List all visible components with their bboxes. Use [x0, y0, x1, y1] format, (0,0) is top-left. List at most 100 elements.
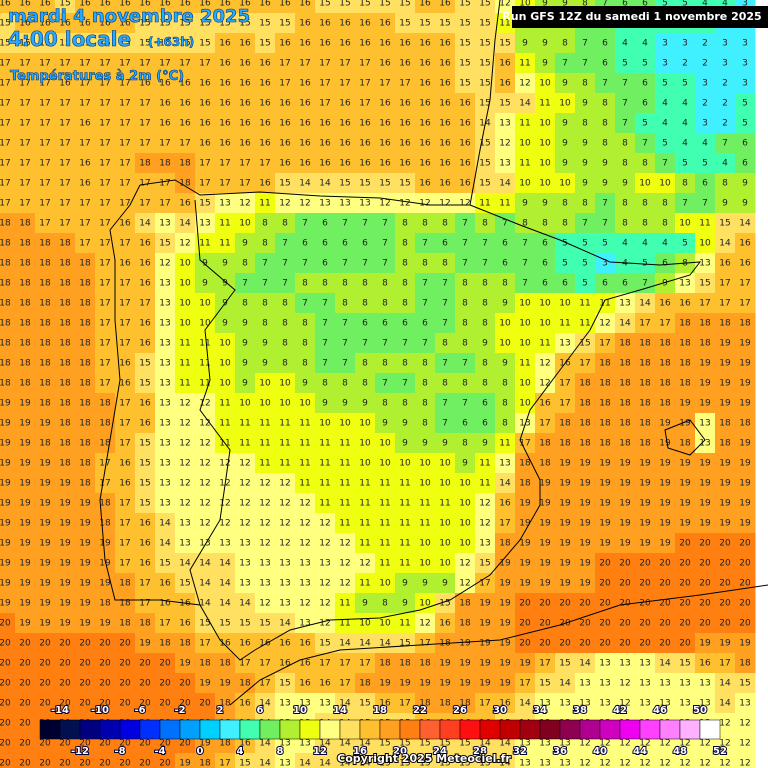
value: 17: [339, 679, 350, 689]
value: 12: [279, 539, 290, 549]
value: 16: [739, 239, 751, 249]
cell: [395, 593, 416, 614]
cell: [635, 413, 656, 434]
value: 18: [19, 219, 31, 229]
value: 14: [719, 699, 731, 709]
value: 18: [59, 379, 71, 389]
value: 12: [319, 579, 330, 589]
cell: [15, 153, 36, 174]
value: 19: [19, 579, 31, 589]
cell: [215, 553, 236, 574]
value: 15: [319, 639, 330, 649]
value: 14: [259, 759, 271, 768]
value: 18: [0, 219, 11, 229]
value: 20: [59, 659, 71, 669]
cell: [555, 313, 576, 334]
value: 16: [319, 139, 331, 149]
cell: [495, 593, 516, 614]
value: 19: [479, 619, 491, 629]
value: 11: [699, 219, 710, 229]
value: 9: [562, 139, 568, 149]
value: 19: [539, 479, 551, 489]
value: 11: [359, 579, 370, 589]
cell: [455, 173, 476, 194]
value: 18: [539, 459, 551, 469]
cell: [95, 353, 116, 374]
cell: [275, 13, 296, 34]
value: 16: [279, 159, 291, 169]
cell: [215, 413, 236, 434]
value: 15: [459, 0, 470, 9]
cell: [55, 653, 76, 674]
cell: [475, 33, 496, 54]
lead-time: (+63h): [148, 35, 194, 49]
value: 8: [482, 319, 488, 329]
cell: [255, 393, 276, 414]
value: 14: [579, 659, 591, 669]
cell: [35, 153, 56, 174]
value: 16: [399, 99, 411, 109]
cell: [75, 353, 96, 374]
value: 15: [199, 39, 210, 49]
value: 19: [579, 559, 591, 569]
value: 9: [602, 179, 608, 189]
value: 12: [319, 539, 330, 549]
cell: [315, 393, 336, 414]
value: 14: [719, 239, 731, 249]
cell: [735, 593, 756, 614]
value: 19: [559, 479, 571, 489]
cell: [275, 593, 296, 614]
value: 8: [562, 219, 568, 229]
cell: [635, 333, 656, 354]
value: 15: [239, 759, 250, 768]
value: 8: [442, 259, 448, 269]
cell: [415, 533, 436, 554]
cell: [315, 513, 336, 534]
value: 18: [39, 379, 51, 389]
value: 14: [279, 619, 291, 629]
value: 17: [59, 139, 70, 149]
cell: [595, 553, 616, 574]
value: 18: [79, 279, 91, 289]
value: 19: [479, 659, 491, 669]
cell: [535, 293, 556, 314]
value: 11: [579, 299, 590, 309]
value: 7: [422, 339, 428, 349]
cell: [475, 333, 496, 354]
cell: [75, 533, 96, 554]
value: 12: [179, 419, 190, 429]
value: 8: [302, 279, 308, 289]
cell: [675, 493, 696, 514]
cell: [15, 653, 36, 674]
value: 7: [342, 339, 348, 349]
value: 11: [379, 539, 390, 549]
value: 19: [619, 499, 631, 509]
value: 19: [619, 459, 631, 469]
cell: [675, 553, 696, 574]
value: 15: [419, 19, 430, 29]
cell: [535, 573, 556, 594]
value: 9: [242, 319, 248, 329]
value: 18: [39, 239, 51, 249]
value: 19: [639, 459, 651, 469]
value: 9: [402, 579, 408, 589]
cell: [295, 73, 316, 94]
cell: [55, 173, 76, 194]
cell: [0, 473, 16, 494]
cell: [195, 153, 216, 174]
cell: [375, 393, 396, 414]
value: 11: [519, 359, 530, 369]
value: 11: [299, 439, 310, 449]
cell: [95, 593, 116, 614]
cell: [635, 253, 656, 274]
value: 8: [382, 359, 388, 369]
cell: [315, 273, 336, 294]
value: 17: [99, 159, 110, 169]
value: 17: [339, 59, 350, 69]
value: 19: [0, 539, 11, 549]
cell: [635, 73, 656, 94]
cell: [735, 413, 756, 434]
cell: [155, 253, 176, 274]
value: 19: [659, 479, 671, 489]
value: 7: [562, 59, 568, 69]
